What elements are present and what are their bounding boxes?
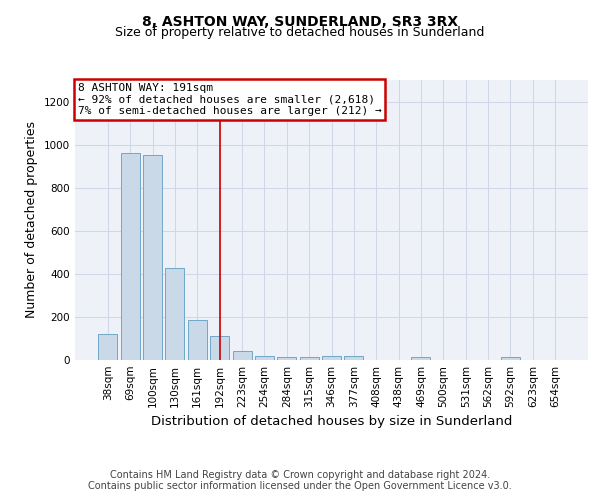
Bar [166,268,184,360]
Bar [233,351,251,360]
Bar [412,358,430,360]
Text: Size of property relative to detached houses in Sunderland: Size of property relative to detached ho… [115,26,485,39]
Bar [344,356,364,360]
Bar [121,153,140,360]
Bar [188,320,207,360]
Text: Contains HM Land Registry data © Crown copyright and database right 2024.: Contains HM Land Registry data © Crown c… [110,470,490,480]
Bar [255,356,274,360]
Bar [501,357,520,360]
X-axis label: Distribution of detached houses by size in Sunderland: Distribution of detached houses by size … [151,416,512,428]
Bar [98,334,118,360]
Text: 8, ASHTON WAY, SUNDERLAND, SR3 3RX: 8, ASHTON WAY, SUNDERLAND, SR3 3RX [142,15,458,29]
Y-axis label: Number of detached properties: Number of detached properties [25,122,38,318]
Bar [299,357,319,360]
Bar [143,156,162,360]
Text: 8 ASHTON WAY: 191sqm
← 92% of detached houses are smaller (2,618)
7% of semi-det: 8 ASHTON WAY: 191sqm ← 92% of detached h… [77,83,382,116]
Bar [322,356,341,360]
Text: Contains public sector information licensed under the Open Government Licence v3: Contains public sector information licen… [88,481,512,491]
Bar [277,357,296,360]
Bar [210,336,229,360]
